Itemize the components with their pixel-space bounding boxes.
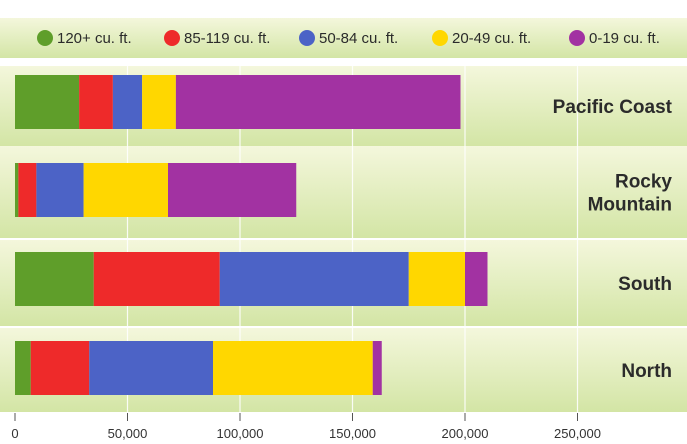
legend-swatch-120-cu-ft — [37, 30, 53, 46]
bar-north-20-49-cu-ft — [213, 341, 373, 395]
bar-rocky-mountain-20-49-cu-ft — [83, 163, 168, 217]
bar-north-50-84-cu-ft — [89, 341, 213, 395]
legend-label-20-49-cu-ft: 20-49 cu. ft. — [452, 30, 531, 47]
bar-pacific-coast-0-19-cu-ft — [175, 75, 461, 129]
bar-rocky-mountain-0-19-cu-ft — [168, 163, 297, 217]
region-label-north: North — [621, 361, 672, 382]
region-label-rocky-mountain-line-1: Rocky — [615, 172, 672, 193]
bar-rocky-mountain-50-84-cu-ft — [36, 163, 84, 217]
bar-south-85-119-cu-ft — [93, 252, 220, 306]
legend-label-85-119-cu-ft: 85-119 cu. ft. — [184, 30, 270, 47]
x-axis: 0 50,000 100,000 150,000 200,000 250,000 — [0, 412, 687, 441]
bar-rocky-mountain-85-119-cu-ft — [18, 163, 37, 217]
legend-label-0-19-cu-ft: 0-19 cu. ft. — [589, 30, 660, 47]
x-tick-label-0: 0 — [11, 426, 18, 441]
legend-swatch-85-119-cu-ft — [164, 30, 180, 46]
bar-pacific-coast-50-84-cu-ft — [112, 75, 143, 129]
bar-rocky-mountain-120-cu-ft — [15, 163, 19, 217]
bars — [15, 75, 488, 395]
bar-pacific-coast-85-119-cu-ft — [79, 75, 113, 129]
bar-south-0-19-cu-ft — [465, 252, 488, 306]
bar-south-50-84-cu-ft — [219, 252, 409, 306]
bar-pacific-coast-20-49-cu-ft — [142, 75, 176, 129]
region-label-pacific-coast: Pacific Coast — [553, 97, 673, 118]
bar-south-20-49-cu-ft — [408, 252, 465, 306]
legend-label-120-cu-ft: 120+ cu. ft. — [57, 30, 132, 47]
x-tick-label-100000: 100,000 — [217, 426, 264, 441]
bar-south-120-cu-ft — [15, 252, 94, 306]
legend-swatch-0-19-cu-ft — [569, 30, 585, 46]
region-label-rocky-mountain-line-2: Mountain — [588, 195, 672, 216]
bar-north-0-19-cu-ft — [372, 341, 382, 395]
legend: 120+ cu. ft. 85-119 cu. ft. 50-84 cu. ft. 2… — [0, 18, 687, 58]
x-tick-label-200000: 200,000 — [442, 426, 489, 441]
bar-north-85-119-cu-ft — [30, 341, 90, 395]
legend-swatch-20-49-cu-ft — [432, 30, 448, 46]
bar-north-120-cu-ft — [15, 341, 31, 395]
bar-pacific-coast-120-cu-ft — [15, 75, 80, 129]
legend-swatch-50-84-cu-ft — [299, 30, 315, 46]
x-tick-label-150000: 150,000 — [329, 426, 376, 441]
legend-label-50-84-cu-ft: 50-84 cu. ft. — [319, 30, 398, 47]
x-tick-label-250000: 250,000 — [554, 426, 601, 441]
region-label-south: South — [618, 274, 672, 295]
x-tick-label-50000: 50,000 — [108, 426, 148, 441]
